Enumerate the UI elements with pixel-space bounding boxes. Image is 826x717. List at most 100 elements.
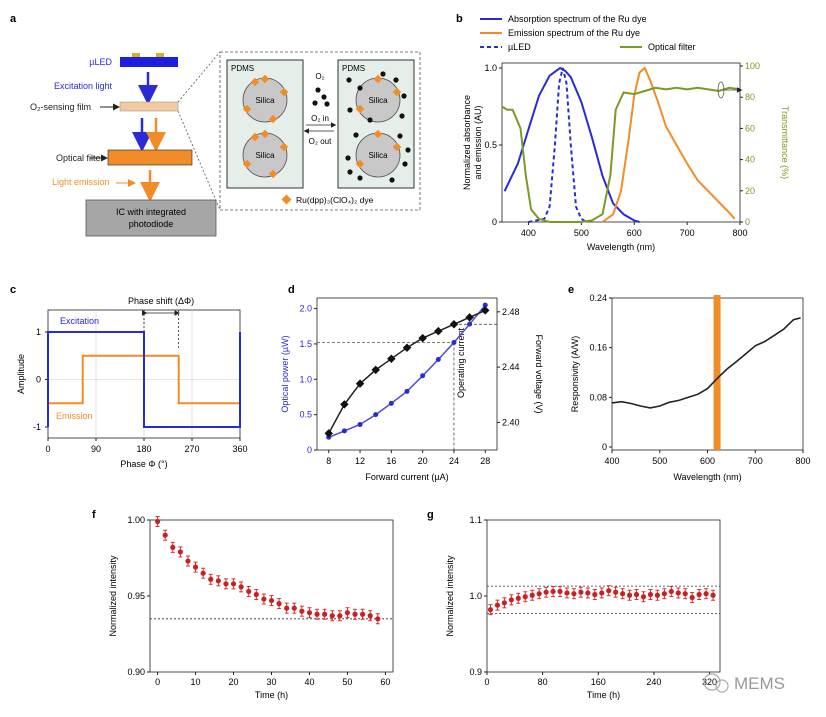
- panel-f: f 0 10 20 30 40 50 60 0.90 0.95 1.00 Time (h) Norma…: [92, 509, 394, 700]
- uled-chip: [120, 57, 178, 67]
- data-point: [375, 616, 381, 622]
- data-point: [314, 611, 320, 617]
- chart-d: 8 12 16 20 24 28 0 0.5 1.0 1.5 2.0 2.40 2.44 2.48 Forw…: [280, 297, 544, 482]
- o2-out-label: O₂ out: [309, 137, 332, 146]
- dye-molecule: [260, 74, 270, 84]
- panel-g-letter: g: [427, 509, 434, 521]
- data-point: [578, 589, 584, 595]
- ic-label-line1: IC with integrated: [116, 207, 186, 217]
- plot-frame: [316, 297, 498, 451]
- forward-voltage-point: [481, 306, 490, 315]
- data-point: [238, 584, 244, 590]
- data-point: [276, 601, 282, 607]
- data-point: [170, 544, 176, 550]
- data-point: [654, 592, 661, 598]
- data-point: [246, 588, 252, 595]
- sensing-film-label: O₂-sensing film: [30, 102, 91, 112]
- uled-pad-right: [156, 53, 164, 57]
- data-point: [162, 532, 168, 538]
- o2-molecule: [312, 100, 318, 106]
- dye-molecule: [250, 132, 260, 142]
- y-tick-label: -1: [33, 422, 41, 432]
- panel-g: g 0 80 160 240 320 0.9 1.0 1.1 Time (h) Normalize…: [427, 509, 721, 700]
- dye-molecule: [392, 142, 402, 152]
- phase-shift-label: Phase shift (ΔΦ): [128, 296, 194, 306]
- data-point: [367, 613, 373, 619]
- data-point: [647, 591, 654, 598]
- data-point: [299, 608, 305, 614]
- x-axis-title: Wavelength (nm): [587, 242, 655, 252]
- dye-molecule: [242, 104, 252, 114]
- o2-molecule: [357, 85, 363, 91]
- watermark-icon: [703, 673, 721, 691]
- y2-tick-label: 60: [745, 123, 755, 133]
- x-tick-label: 500: [652, 456, 667, 466]
- x-tick-label: 240: [646, 677, 661, 687]
- panel-f-letter: f: [92, 509, 96, 521]
- y2-tick-label: 2.48: [502, 307, 520, 317]
- dye-molecule: [279, 142, 289, 152]
- chart-b: 400 500 600 700 80000.51.0020406080100Wavele…: [462, 14, 790, 252]
- watermark-icon-2: [715, 679, 729, 693]
- data-point: [703, 591, 709, 597]
- optical-power-point: [467, 321, 473, 327]
- y2-tick-label: 2.44: [502, 362, 520, 372]
- x-axis-title: Wavelength (nm): [673, 472, 741, 482]
- panel-d: d 8 12 16 20 24 28 0 0.5 1.0 1.5 2.0 2.40 2.44 2.48 Fo…: [280, 284, 544, 482]
- optical-power-point: [404, 388, 410, 394]
- x-tick-label: 320: [702, 677, 717, 687]
- o2-in-label: O₂ in: [311, 114, 329, 123]
- chart-c: 0 90 180 270 360 -1 0 1 Phase Φ (°) Amplitude Exci…: [16, 296, 248, 469]
- light-emission-label: Light emission: [52, 177, 110, 187]
- o2-molecule: [405, 147, 411, 153]
- excitation-label: Excitation: [60, 316, 99, 326]
- x-axis-title: Time (h): [587, 690, 620, 700]
- silica-label: Silica: [255, 96, 275, 105]
- o2-molecule: [353, 132, 359, 138]
- x-tick-label: 0: [155, 677, 160, 687]
- x-tick-label: 0: [484, 677, 489, 687]
- x-tick-label: 0: [45, 444, 50, 454]
- excitation-wave: [47, 331, 241, 428]
- data-point: [592, 591, 598, 598]
- data-point: [543, 589, 549, 595]
- y-axis-title-2: and emission (AU): [473, 105, 483, 179]
- luminescence-band: [713, 295, 721, 450]
- data-point: [613, 589, 619, 595]
- uled-label: µLED: [89, 57, 112, 67]
- data-point: [640, 594, 647, 600]
- x-tick-label: 500: [574, 228, 589, 238]
- series-line-0: [503, 66, 640, 223]
- panel-d-letter: d: [288, 284, 295, 296]
- y-axis-title: Normalized intensity: [108, 555, 118, 637]
- legend-label: Optical filter: [648, 42, 696, 52]
- data-point: [689, 594, 695, 601]
- data-point: [284, 605, 290, 611]
- dye-molecule: [250, 77, 260, 87]
- data-point: [208, 576, 214, 582]
- dye-molecule: [260, 129, 270, 139]
- y-tick-label: 0.24: [589, 293, 607, 303]
- o2-label: O₂: [315, 72, 324, 81]
- data-point: [668, 588, 674, 595]
- silica-label: Silica: [368, 151, 388, 160]
- x-tick-label: 160: [591, 677, 606, 687]
- x-tick-label: 20: [229, 677, 239, 687]
- data-point: [306, 610, 313, 616]
- x-tick-label: 30: [266, 677, 276, 687]
- y-tick-label: 2.0: [299, 304, 312, 314]
- data-point: [599, 590, 605, 596]
- forward-voltage-point: [324, 429, 333, 438]
- data-point: [522, 594, 528, 600]
- dye-molecule: [268, 114, 278, 124]
- legend-label: Absorption spectrum of the Ru dye: [508, 14, 647, 24]
- x-tick-label: 360: [232, 444, 247, 454]
- y2-tick-label: 0: [745, 217, 750, 227]
- chart-g: 0 80 160 240 320 0.9 1.0 1.1 Time (h) Normalized …: [445, 515, 721, 700]
- emission-wave: [48, 354, 240, 405]
- forward-voltage-point: [465, 313, 474, 322]
- forward-voltage-point: [402, 343, 412, 352]
- forward-voltage-point: [418, 333, 427, 343]
- ic-label-line2: photodiode: [129, 219, 174, 229]
- x-tick-label: 800: [795, 456, 810, 466]
